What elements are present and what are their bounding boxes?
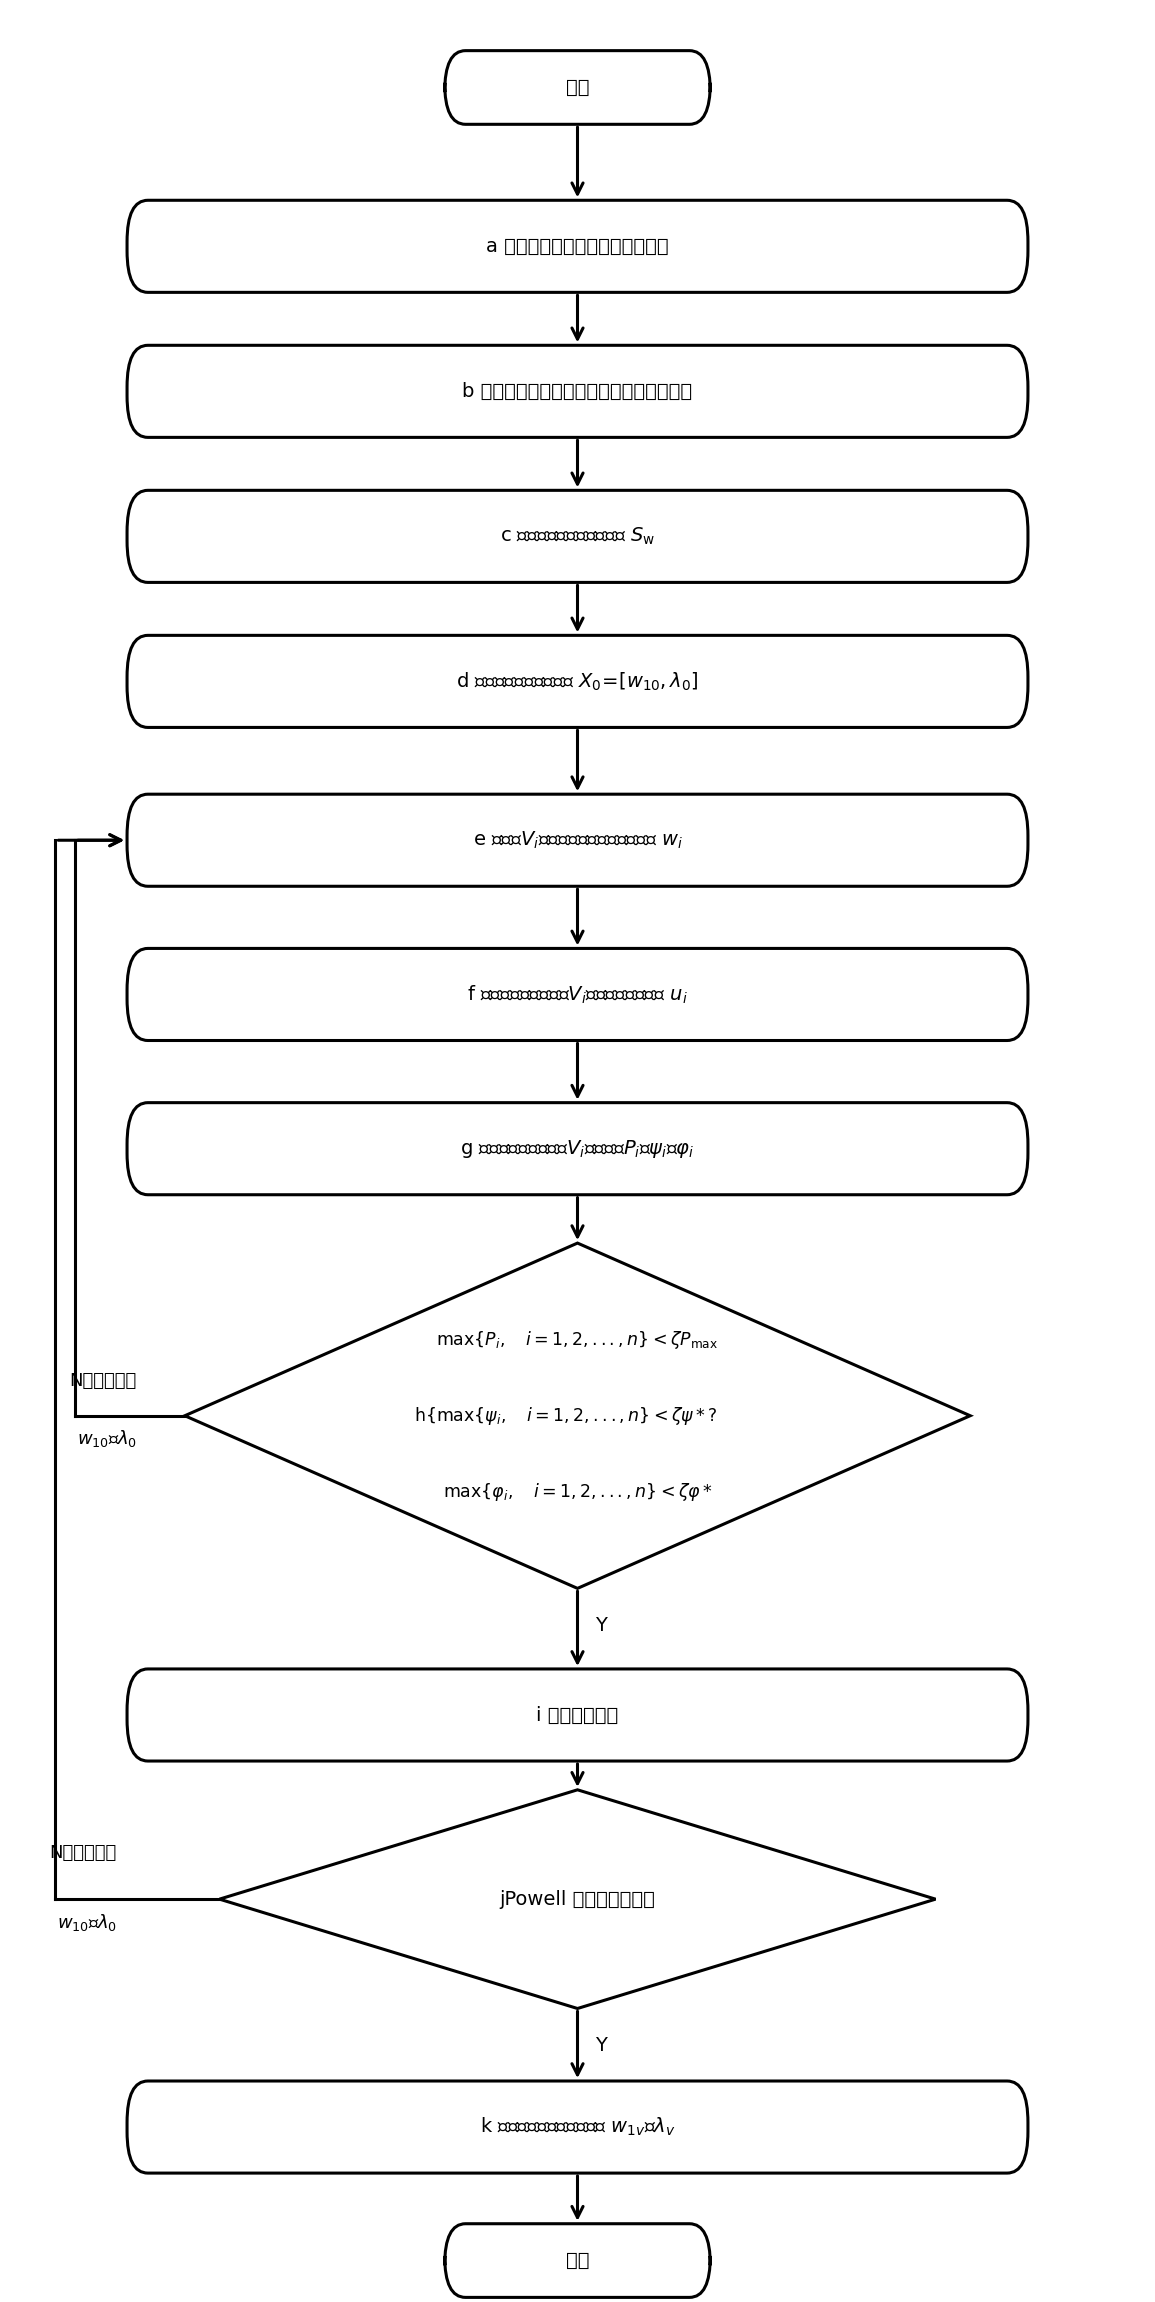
Text: c 计算机架工作辊的弯辊力 $\it{S}_\mathregular{w}$: c 计算机架工作辊的弯辊力 $\it{S}_\mathregular{w}$ <box>500 525 655 548</box>
Text: i 求解目标函数: i 求解目标函数 <box>536 1706 619 1724</box>
Text: a 收集机组的主要设备与工艺参数: a 收集机组的主要设备与工艺参数 <box>486 237 669 256</box>
Text: Y: Y <box>595 1616 606 1634</box>
Text: g 计算当前工况下，与$V_i$相对应的$P_i$、$\psi_i$、$\varphi_i$: g 计算当前工况下，与$V_i$相对应的$P_i$、$\psi_i$、$\var… <box>461 1137 694 1160</box>
FancyBboxPatch shape <box>445 2224 710 2297</box>
FancyBboxPatch shape <box>127 948 1028 1041</box>
FancyBboxPatch shape <box>127 1669 1028 1761</box>
Text: 结束: 结束 <box>566 2251 589 2270</box>
Text: 开始: 开始 <box>566 78 589 97</box>
FancyBboxPatch shape <box>127 635 1028 727</box>
Text: $\max\{P_i,\quad i=1,2,...,n\}<\zeta P_{\max}$: $\max\{P_i,\quad i=1,2,...,n\}<\zeta P_{… <box>437 1328 718 1351</box>
Text: $w_{10}$、$\lambda_0$: $w_{10}$、$\lambda_0$ <box>57 1911 117 1934</box>
Text: jPowell 条件是否成立？: jPowell 条件是否成立？ <box>500 1890 655 1908</box>
FancyBboxPatch shape <box>127 1103 1028 1195</box>
Text: h$\left\{\max\{\psi_i,\quad i=1,2,...,n\}<\zeta\psi *\right.$?: h$\left\{\max\{\psi_i,\quad i=1,2,...,n\… <box>415 1404 717 1427</box>
Text: N，重新调整: N，重新调整 <box>50 1844 117 1862</box>
Text: k 输出最佳乳化液流量系数 $w_{1v}$、$\lambda_v$: k 输出最佳乳化液流量系数 $w_{1v}$、$\lambda_v$ <box>479 2116 676 2139</box>
FancyBboxPatch shape <box>445 51 710 124</box>
Text: N，重新调整: N，重新调整 <box>69 1372 136 1390</box>
FancyBboxPatch shape <box>127 200 1028 292</box>
Polygon shape <box>219 1791 936 2007</box>
Text: $w_{10}$、$\lambda_0$: $w_{10}$、$\lambda_0$ <box>77 1427 137 1450</box>
Text: $\max\{\varphi_i,\quad i=1,2,...,n\}<\zeta\varphi *$: $\max\{\varphi_i,\quad i=1,2,...,n\}<\ze… <box>442 1480 713 1503</box>
Text: e 计算与$V_i$相对应的乳化液流量设定值 $w_i$: e 计算与$V_i$相对应的乳化液流量设定值 $w_i$ <box>472 829 683 852</box>
Text: d 初始化乳化液流量系数 $X_0\!=\![w_{10},\lambda_0]$: d 初始化乳化液流量系数 $X_0\!=\![w_{10},\lambda_0]… <box>456 670 699 693</box>
Text: Y: Y <box>595 2035 606 2056</box>
Polygon shape <box>185 1243 970 1588</box>
FancyBboxPatch shape <box>127 490 1028 582</box>
FancyBboxPatch shape <box>127 2081 1028 2173</box>
Text: f 计算当前工况下，与$V_i$相对应的摩擦系数 $u_i$: f 计算当前工况下，与$V_i$相对应的摩擦系数 $u_i$ <box>467 983 688 1006</box>
FancyBboxPatch shape <box>127 794 1028 886</box>
FancyBboxPatch shape <box>127 345 1028 437</box>
Text: b 定义计算过程中所涉及到的相关过程参数: b 定义计算过程中所涉及到的相关过程参数 <box>462 382 693 401</box>
